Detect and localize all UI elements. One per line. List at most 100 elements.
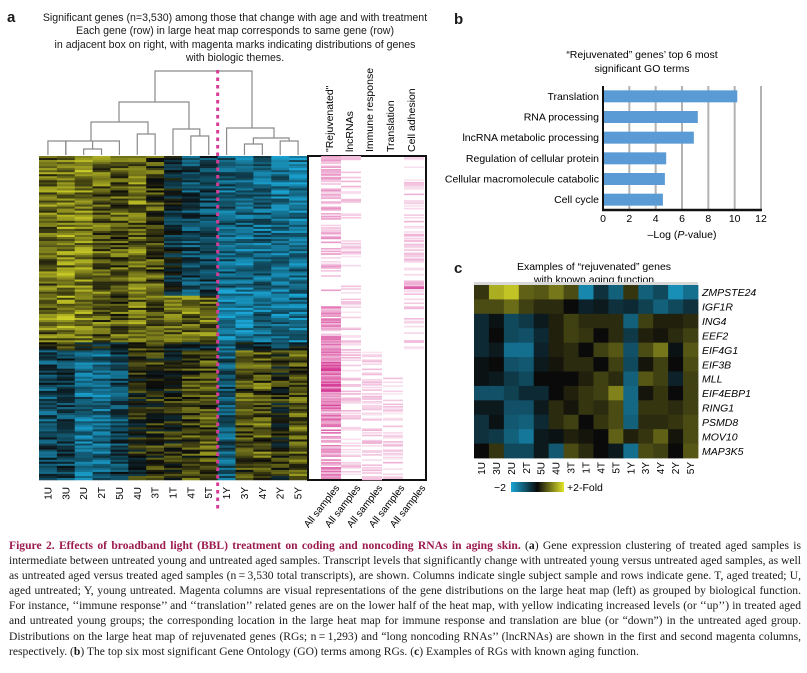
heat-cell [253, 366, 272, 369]
heat-cell [548, 414, 564, 430]
heat-cell [253, 336, 272, 339]
heat-cell [39, 172, 58, 175]
heat-cell [181, 399, 201, 402]
heat-cell [199, 186, 218, 189]
heat-cell [181, 222, 201, 226]
theme-marker [362, 450, 382, 452]
heat-cell [92, 413, 111, 416]
heat-cell [683, 371, 699, 387]
heat-cell [253, 243, 272, 246]
heat-cell [146, 411, 165, 414]
heat-cell [164, 224, 183, 228]
heat-cell [289, 461, 308, 465]
theme-marker [362, 354, 382, 356]
heat-cell [683, 328, 699, 344]
heat-cell [199, 455, 218, 459]
heat-cell [271, 449, 290, 452]
heat-cell [146, 427, 165, 430]
heat-cell [623, 385, 639, 401]
heat-cell [271, 473, 290, 477]
heat-cell [56, 399, 76, 402]
heat-cell [217, 433, 236, 436]
theme-marker [341, 336, 361, 338]
heat-cell [128, 241, 147, 244]
heat-cell [683, 400, 699, 416]
heat-cell [164, 435, 183, 438]
heat-cell [271, 196, 290, 199]
theme-marker [362, 407, 382, 410]
heat-cell [146, 405, 165, 408]
heat-cell [146, 399, 165, 402]
heat-cell [181, 354, 201, 357]
heat-cell [217, 204, 236, 207]
heat-cell [39, 243, 58, 246]
heat-cell [623, 313, 639, 329]
heat-cell [74, 394, 93, 398]
heat-cell [92, 243, 111, 246]
heat-cell [110, 158, 129, 161]
heat-cell [56, 405, 76, 408]
theme-marker [321, 188, 341, 190]
heat-cell [271, 386, 290, 390]
heat-cell [199, 230, 218, 234]
heat-cell [74, 261, 93, 264]
heat-cell [56, 305, 76, 309]
heat-cell [164, 447, 183, 450]
heat-cell [474, 385, 490, 401]
heat-cell [235, 222, 254, 226]
heat-cell [92, 164, 111, 167]
heat-cell [164, 473, 183, 477]
heat-cell [74, 467, 93, 471]
heat-cell [110, 457, 129, 461]
theme-marker [404, 188, 424, 190]
heat-cell [235, 297, 254, 301]
heat-cell [39, 342, 58, 345]
heat-cell [217, 297, 236, 301]
theme-marker [321, 394, 341, 397]
theme-marker [321, 264, 341, 267]
heat-cell [563, 342, 579, 358]
heat-cell [128, 386, 147, 390]
heat-cell [289, 237, 308, 240]
heat-cell [181, 247, 201, 250]
heat-cell [56, 247, 76, 250]
heat-cell [253, 255, 272, 258]
heat-cell [92, 279, 111, 282]
heat-cell [39, 192, 58, 195]
heat-cell [110, 210, 129, 213]
sample-label: 4T [186, 487, 197, 499]
heat-cell [128, 405, 147, 408]
heat-cell [74, 427, 93, 430]
heat-cell [128, 443, 147, 446]
heat-cell [199, 273, 218, 276]
theme-marker [404, 321, 424, 324]
heat-cell [289, 384, 308, 388]
theme-marker [321, 381, 341, 384]
heat-cell [110, 232, 129, 236]
theme-marker [383, 410, 403, 412]
theme-marker [341, 285, 361, 288]
theme-marker [321, 336, 341, 338]
heat-cell [199, 158, 218, 161]
heat-cell [128, 350, 147, 353]
heat-cell [217, 243, 236, 246]
heat-cell [235, 435, 254, 438]
heat-cell [235, 352, 254, 355]
theme-marker [321, 156, 341, 158]
heat-cell [271, 437, 290, 440]
heat-cell [181, 421, 201, 424]
dendrogram-link [154, 70, 253, 128]
heat-cell [271, 421, 290, 424]
heat-cell [235, 289, 254, 292]
heat-cell [199, 322, 218, 325]
heat-cell [217, 326, 236, 329]
heat-cell [56, 334, 76, 337]
heat-cell [164, 291, 183, 294]
heat-cell [271, 247, 290, 250]
heat-cell [289, 413, 308, 416]
heat-cell [271, 328, 290, 331]
heat-cell [271, 174, 290, 177]
heat-cell [110, 281, 129, 284]
heat-cell [110, 344, 129, 347]
heat-cell [74, 360, 93, 363]
